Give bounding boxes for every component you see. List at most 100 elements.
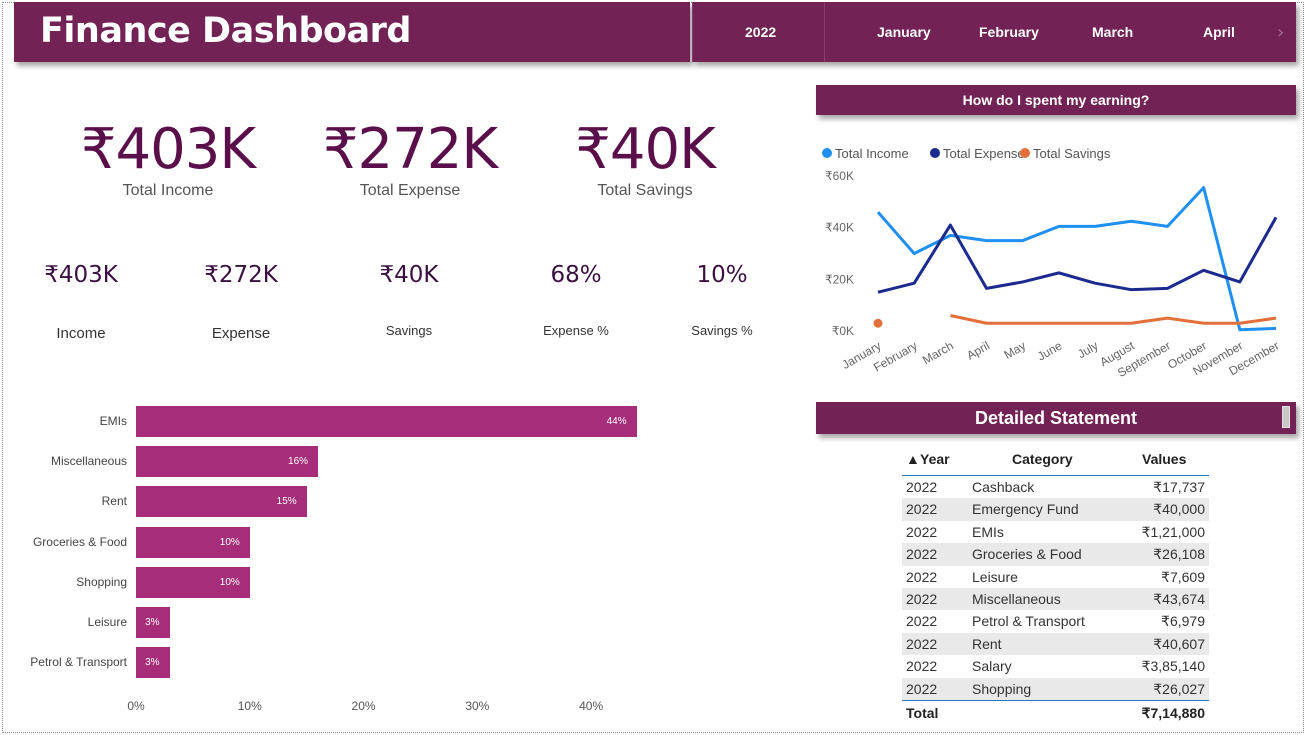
scrollbar-handle[interactable]	[1282, 406, 1290, 428]
expense-category-bar-chart: EMIs 44% Miscellaneous 16% Rent 15% Groceries …	[14, 396, 674, 721]
table-row[interactable]: 2022 Cashback ₹17,737	[902, 476, 1209, 498]
legend-marker	[822, 148, 832, 158]
column-header-values[interactable]: Values	[1142, 451, 1187, 467]
legend-marker	[1020, 148, 1030, 158]
bar-category-label: Miscellaneous	[50, 454, 127, 469]
total-label: Total	[906, 704, 939, 721]
cell-category: Emergency Fund	[972, 501, 1079, 518]
y-axis-tick-label: ₹40K	[825, 221, 854, 235]
legend-label[interactable]: Total Income	[835, 146, 909, 161]
bar-category-label: EMIs	[99, 414, 127, 428]
kpi-value: 68%	[550, 262, 602, 288]
slicer-month-label: April	[1203, 24, 1235, 40]
cell-value: ₹1,21,000	[1141, 523, 1205, 540]
kpi-value: ₹40K	[379, 262, 439, 288]
slicer-month-label: January	[877, 24, 931, 40]
cell-value: ₹17,737	[1153, 479, 1205, 495]
table-row[interactable]: 2022 Emergency Fund ₹40,000	[902, 498, 1209, 521]
cell-year: 2022	[906, 523, 938, 540]
bar-value-label: 3%	[145, 657, 160, 669]
table-row[interactable]: 2022 EMIs ₹1,21,000	[902, 521, 1209, 543]
bar-category-label: Leisure	[87, 615, 127, 629]
bar[interactable]	[136, 647, 171, 679]
series-line-total-income[interactable]	[876, 186, 1277, 332]
table-row[interactable]: 2022 Groceries & Food ₹26,108	[902, 543, 1209, 566]
cell-year: 2022	[906, 680, 938, 697]
chevron-right-icon[interactable]: ›	[1277, 22, 1285, 43]
cell-category: Groceries & Food	[972, 546, 1082, 563]
table-row[interactable]: 2022 Salary ₹3,85,140	[902, 655, 1209, 677]
cell-year: 2022	[906, 546, 938, 563]
kpi-label: Income	[56, 325, 106, 342]
bar-category-label: Shopping	[76, 574, 127, 589]
bar[interactable]	[136, 406, 637, 437]
cell-category: Miscellaneous	[972, 590, 1061, 607]
kpi-value: ₹272K	[322, 117, 498, 182]
kpi-label: Savings	[385, 323, 433, 338]
bar[interactable]	[136, 566, 250, 598]
canvas-grid-dots	[820, 63, 1300, 71]
slicer-month-label: March	[1092, 24, 1134, 40]
kpi-label: Total Expense	[359, 182, 461, 199]
kpi-value: ₹272K	[204, 262, 278, 288]
detailed-statement-table: Year ▲ Category Values 2022 Cashback ₹17,7…	[902, 445, 1209, 724]
canvas-grid-dots	[20, 194, 680, 204]
series-line-total-savings[interactable]	[950, 314, 1277, 325]
column-header-category[interactable]: Category	[1012, 451, 1073, 467]
cell-year: 2022	[906, 613, 938, 630]
bar[interactable]	[136, 446, 319, 478]
slicer-item-january[interactable]: January	[852, 2, 952, 62]
cell-year: 2022	[906, 501, 938, 518]
kpi-total-expense: ₹272K Total Expense	[300, 120, 520, 200]
legend-label[interactable]: Total Expense	[943, 146, 1025, 161]
table-row[interactable]: 2022 Shopping ₹26,027	[902, 677, 1209, 700]
series-point[interactable]	[873, 318, 883, 328]
table-row[interactable]: 2022 Miscellaneous ₹43,674	[902, 587, 1209, 611]
x-axis-tick-label: April	[964, 338, 992, 362]
line-chart-svg: Total Income Total Expense Total Savings ₹0…	[822, 146, 1282, 380]
x-axis-tick-label: March	[920, 338, 956, 367]
total-value: ₹7,14,880	[1141, 704, 1205, 721]
cell-category: Shopping	[972, 680, 1032, 697]
kpi-income: ₹403K Income	[21, 262, 141, 352]
bar[interactable]	[136, 526, 250, 558]
cell-value: ₹6,979	[1161, 613, 1205, 630]
slicer-item-year[interactable]: 2022	[692, 2, 825, 62]
bar[interactable]	[136, 607, 171, 638]
bar-value-label: 16%	[288, 456, 309, 468]
table-title: Detailed Statement	[974, 408, 1138, 428]
cell-year: 2022	[906, 568, 938, 585]
x-axis-tick-label: 20%	[351, 699, 376, 713]
slicer-item-february[interactable]: February	[957, 2, 1057, 62]
table-row[interactable]: 2022 Petrol & Transport ₹6,979	[902, 610, 1209, 632]
kpi-value: ₹40K	[575, 117, 716, 182]
canvas-grid-dots	[1215, 480, 1295, 710]
kpi-value: 10%	[696, 262, 748, 288]
cell-value: ₹26,108	[1153, 546, 1205, 563]
kpi-label: Total Savings	[597, 182, 693, 199]
kpi-expense: ₹272K Expense	[181, 262, 301, 352]
slicer-item-april[interactable]: April	[1167, 2, 1267, 62]
x-axis-tick-label: 10%	[237, 699, 262, 713]
line-chart-header: How do I spent my earning?	[816, 85, 1296, 115]
bar-value-label: 15%	[276, 496, 297, 508]
series-line-total-expense[interactable]	[877, 216, 1278, 294]
bar-value-label: 10%	[219, 576, 240, 588]
kpi-savings: ₹40K Savings	[349, 262, 469, 352]
table-row[interactable]: 2022 Rent ₹40,607	[902, 632, 1209, 656]
cell-value: ₹40,000	[1153, 501, 1205, 518]
legend-label[interactable]: Total Savings	[1033, 146, 1111, 161]
table-row[interactable]: 2022 Leisure ₹7,609	[902, 566, 1209, 588]
cell-category: Cashback	[972, 479, 1035, 495]
kpi-value: ₹403K	[44, 262, 118, 288]
canvas-grid-dots	[20, 96, 300, 106]
column-header-year[interactable]: Year	[920, 451, 950, 467]
table-header-bar: Detailed Statement	[816, 402, 1296, 434]
kpi-expense-percent: 68% Expense %	[516, 262, 636, 352]
sort-ascending-icon: ▲	[906, 451, 920, 467]
cell-year: 2022	[906, 658, 938, 675]
bar[interactable]	[136, 486, 307, 518]
canvas-grid-dots	[690, 390, 810, 690]
slicer-item-march[interactable]: March	[1062, 2, 1162, 62]
cell-value: ₹40,607	[1153, 635, 1205, 652]
